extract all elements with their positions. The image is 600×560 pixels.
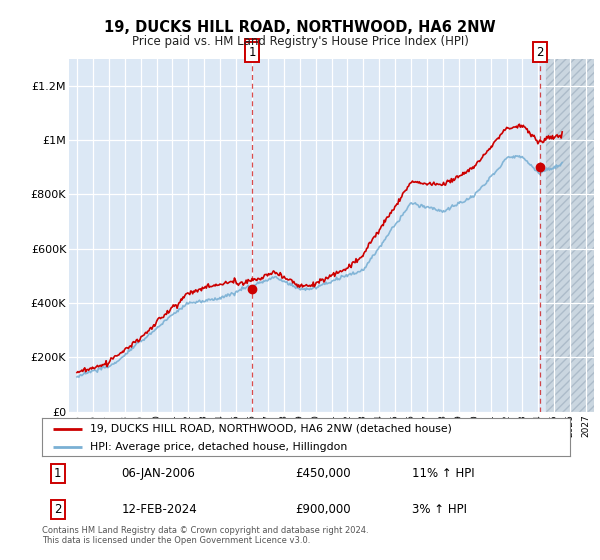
Text: 06-JAN-2006: 06-JAN-2006 (121, 467, 195, 480)
Text: 2: 2 (536, 46, 544, 59)
Text: 19, DUCKS HILL ROAD, NORTHWOOD, HA6 2NW (detached house): 19, DUCKS HILL ROAD, NORTHWOOD, HA6 2NW … (89, 424, 451, 434)
Text: Price paid vs. HM Land Registry's House Price Index (HPI): Price paid vs. HM Land Registry's House … (131, 35, 469, 48)
Bar (546, 59, 594, 412)
Text: Contains HM Land Registry data © Crown copyright and database right 2024.: Contains HM Land Registry data © Crown c… (42, 526, 368, 535)
Text: 12-FEB-2024: 12-FEB-2024 (121, 503, 197, 516)
Bar (546, 59, 594, 412)
Text: 3% ↑ HPI: 3% ↑ HPI (412, 503, 467, 516)
Text: 19, DUCKS HILL ROAD, NORTHWOOD, HA6 2NW: 19, DUCKS HILL ROAD, NORTHWOOD, HA6 2NW (104, 20, 496, 35)
Text: 1: 1 (248, 46, 256, 59)
Text: 2: 2 (54, 503, 62, 516)
Text: 1: 1 (248, 42, 256, 55)
Text: HPI: Average price, detached house, Hillingdon: HPI: Average price, detached house, Hill… (89, 442, 347, 452)
Text: £900,000: £900,000 (295, 503, 351, 516)
Text: 11% ↑ HPI: 11% ↑ HPI (412, 467, 474, 480)
Text: 1: 1 (54, 467, 62, 480)
Text: £450,000: £450,000 (295, 467, 351, 480)
Text: This data is licensed under the Open Government Licence v3.0.: This data is licensed under the Open Gov… (42, 536, 310, 545)
